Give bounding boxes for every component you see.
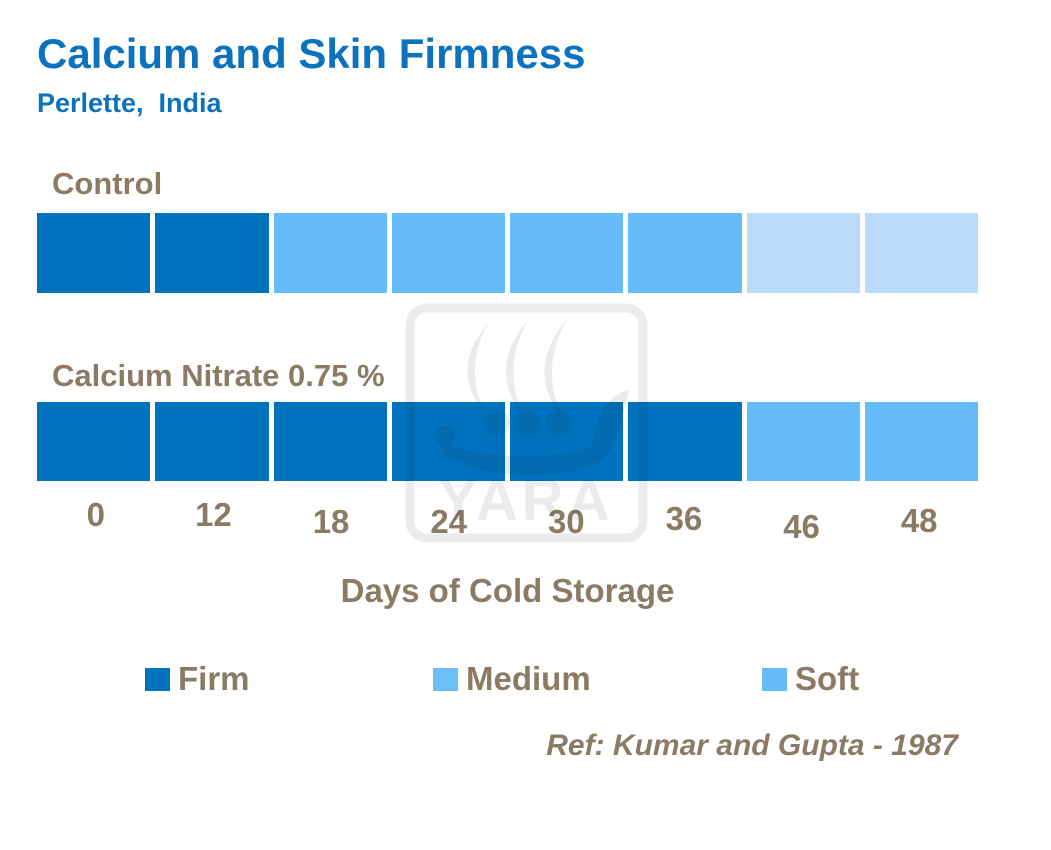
bar-segment-medium [273,213,387,293]
bar-segment-firm [155,213,269,293]
legend-swatch-soft [762,667,787,691]
legend-item-soft: Soft [762,660,859,698]
bar-segment-medium [864,402,978,481]
bar-segment-firm [37,213,151,293]
x-tick-label: 30 [547,503,585,540]
legend-swatch-medium [433,667,458,691]
x-axis-title: Days of Cold Storage [340,572,675,609]
bar-segment-firm [273,402,387,481]
x-tick-label: 48 [900,502,938,539]
legend-label: Soft [795,660,860,697]
x-tick-label: 36 [665,500,703,537]
legend-label: Firm [178,660,250,697]
legend-label: Medium [466,660,591,697]
bar-segment-medium [746,402,860,481]
legend-item-firm: Firm [145,660,250,698]
bar-segment-soft [746,213,860,293]
bar-segment-firm [37,402,151,481]
x-tick-label: 24 [430,503,468,540]
x-tick-label: 46 [783,508,820,545]
bar-segment-medium [628,213,742,293]
chart-title: Calcium and Skin Firmness [37,30,586,77]
legend-swatch-firm [145,667,170,691]
x-axis-tick-labels: 0 12 18 24 30 36 46 48 [37,496,978,545]
series-label-control: Control [52,166,163,201]
bar-row-calcium-nitrate [37,402,978,481]
sail-icon [467,324,488,414]
x-tick-label: 18 [312,503,350,540]
chart-subtitle: Perlette, India [37,88,222,118]
bar-segment-firm [628,402,742,481]
bar-row-control [37,213,978,293]
x-tick-label: 12 [195,496,232,533]
bar-segment-firm [391,402,505,481]
bar-segment-medium [510,213,624,293]
x-tick-label: 0 [86,496,105,533]
bar-segment-soft [864,213,978,293]
legend-item-medium: Medium [433,660,591,698]
series-label-calcium-nitrate: Calcium Nitrate 0.75 % [52,358,385,393]
bar-segment-medium [391,213,505,293]
bar-segment-firm [155,402,269,481]
bar-segment-firm [510,402,624,481]
reference-citation: Ref: Kumar and Gupta - 1987 [546,729,958,762]
